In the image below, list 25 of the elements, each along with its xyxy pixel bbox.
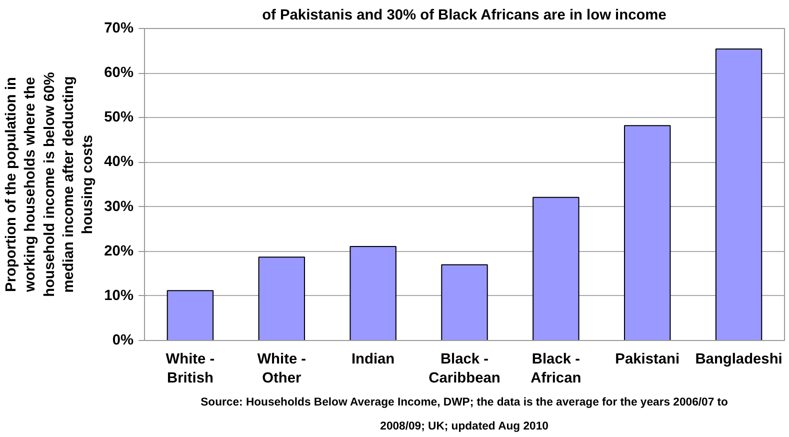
- bar: [441, 264, 488, 340]
- y-tick-label: 30%: [104, 198, 134, 215]
- source-note: Source: Households Below Average Income, DWP; the data is the average for the years 2006/07 to 2008/09; UK; updated Aug 2010: [200, 396, 728, 432]
- y-tick-label: 20%: [104, 243, 134, 260]
- chart-title: of Pakistanis and 30% of Black Africans are in low income: [262, 8, 666, 24]
- bar: [350, 246, 396, 340]
- x-tick-label: Indian: [351, 352, 395, 368]
- bar: [532, 196, 580, 340]
- x-tick-label: Black - African: [530, 352, 582, 387]
- bar: [624, 125, 671, 340]
- bar: [258, 256, 305, 340]
- x-tick-label: White - Other: [257, 352, 306, 387]
- y-tick-label: 10%: [104, 288, 134, 304]
- x-tick-label: White - British: [166, 352, 215, 387]
- y-tick-label: 50%: [104, 110, 134, 126]
- bar: [166, 290, 214, 340]
- x-tick-label: Bangladeshi: [695, 352, 782, 368]
- x-tick-label: Black - Caribbean: [428, 352, 500, 387]
- bar: [715, 48, 762, 340]
- y-tick-label: 0%: [112, 332, 134, 348]
- y-tick-label: 60%: [104, 65, 134, 82]
- x-tick-label: Pakistani: [615, 352, 680, 368]
- y-axis-title: Proportion of the population in working households where the household income is below 60% median income after deducting housing costs: [3, 72, 96, 297]
- y-tick-label: 70%: [104, 20, 134, 36]
- y-tick-label: 40%: [104, 154, 134, 170]
